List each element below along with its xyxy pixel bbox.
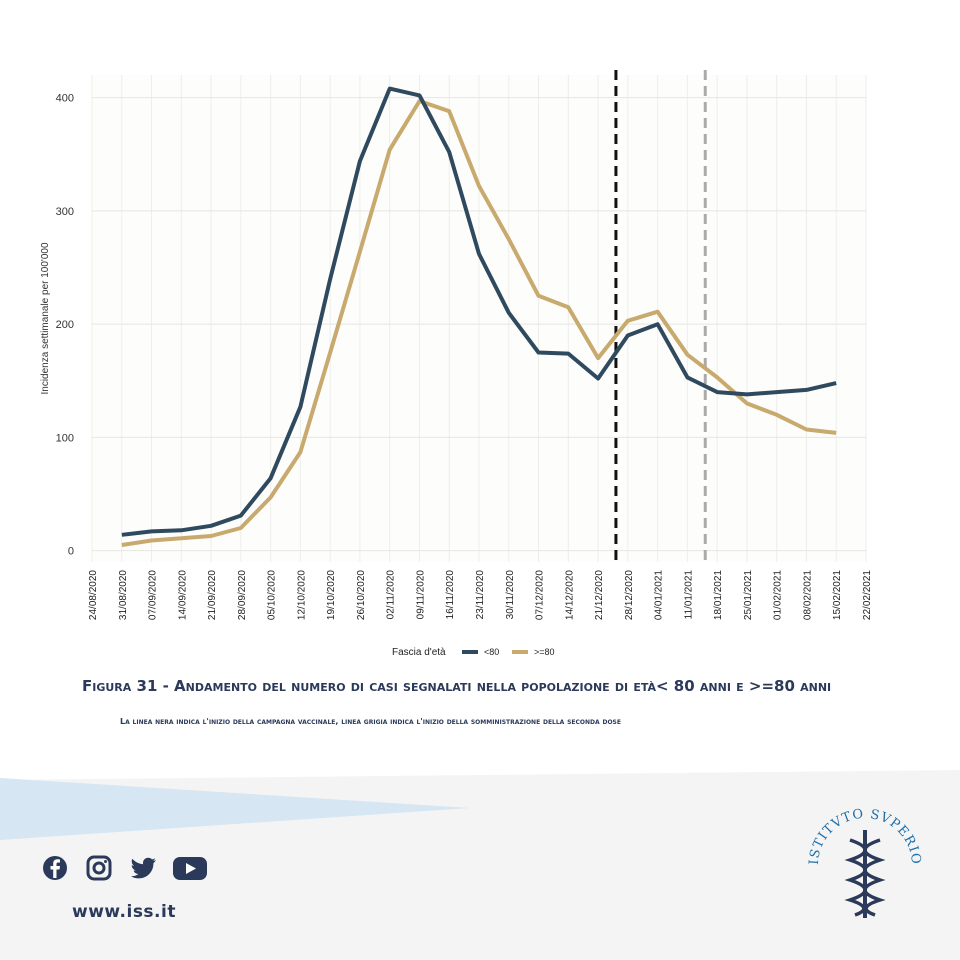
x-tick-label: 02/11/2020 (386, 570, 397, 620)
x-tick-label: 30/11/2020 (505, 570, 516, 620)
x-tick-label: 04/01/2021 (654, 570, 665, 620)
x-tick-label: 28/09/2020 (237, 570, 248, 620)
x-tick-label: 12/10/2020 (296, 570, 307, 620)
x-tick-label: 11/01/2021 (683, 570, 694, 620)
x-tick-label: 07/09/2020 (148, 570, 159, 620)
footer-wave-band (0, 770, 960, 960)
x-tick-label: 31/08/2020 (118, 570, 129, 620)
x-tick-label: 21/09/2020 (207, 570, 218, 620)
legend-title: Fascia d'età (392, 647, 446, 658)
x-tick-label: 23/11/2020 (475, 570, 486, 620)
figure-caption-subtitle: La linea nera indica l'inizio della camp… (120, 717, 621, 726)
incidence-line-chart: 0 100 200 300 400 Incidenza settimanale per 1… (40, 70, 873, 658)
x-tick-label: 18/01/2021 (713, 570, 724, 620)
x-tick-label: 25/01/2021 (743, 570, 754, 620)
instagram-icon[interactable] (84, 853, 114, 883)
legend-entry: <80 (484, 647, 499, 657)
y-tick-label: 0 (68, 546, 74, 558)
legend-entry: >=80 (534, 647, 555, 657)
website-url[interactable]: www.iss.it (72, 902, 176, 922)
iss-logo: ISTITVTO SVPERIORE DI SANITÀ (800, 800, 922, 918)
x-tick-label: 07/12/2020 (535, 570, 546, 620)
figure-caption-title: Figura 31 - Andamento del numero di casi… (82, 677, 832, 695)
x-tick-label: 28/12/2020 (624, 570, 635, 620)
x-tick-label: 19/10/2020 (326, 570, 337, 620)
y-tick-label: 400 (56, 93, 74, 105)
x-tick-label: 14/12/2020 (564, 570, 575, 620)
x-tick-label: 08/02/2021 (802, 570, 813, 620)
series-line (121, 86, 837, 537)
x-tick-label: 26/10/2020 (356, 570, 367, 620)
x-tick-label: 22/02/2021 (862, 570, 873, 620)
x-tick-label: 24/08/2020 (88, 570, 99, 620)
y-tick-label: 100 (56, 432, 74, 444)
x-tick-label: 14/09/2020 (177, 570, 188, 620)
x-tick-label: 01/02/2021 (773, 570, 784, 620)
y-tick-label: 200 (56, 319, 74, 331)
facebook-icon[interactable] (40, 853, 70, 883)
youtube-icon[interactable] (172, 853, 208, 883)
x-tick-label: 16/11/2020 (445, 570, 456, 620)
x-tick-label: 21/12/2020 (594, 570, 605, 620)
series-line (121, 99, 837, 547)
x-tick-label: 15/02/2021 (832, 570, 843, 620)
social-links (40, 853, 208, 883)
x-tick-label: 09/11/2020 (415, 570, 426, 620)
twitter-icon[interactable] (128, 853, 158, 883)
y-tick-label: 300 (56, 206, 74, 218)
x-tick-label: 05/10/2020 (267, 570, 278, 620)
y-axis-label: Incidenza settimanale per 100'000 (40, 242, 51, 394)
